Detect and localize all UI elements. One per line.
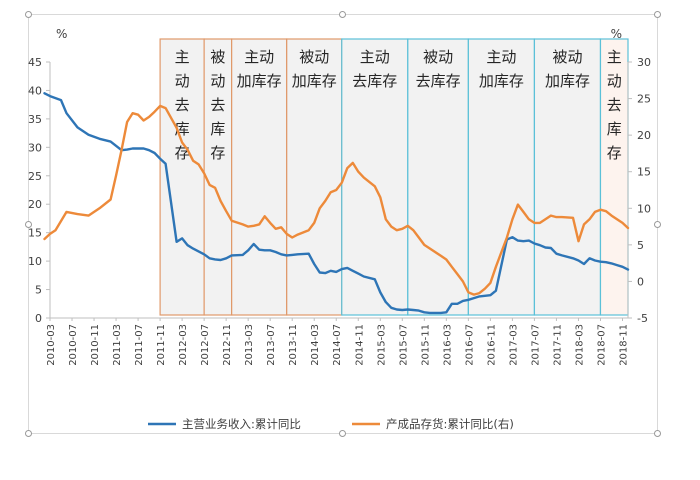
phase-label: 被动加库存 <box>545 48 590 90</box>
y-tick-label-left: 15 <box>28 227 42 240</box>
y-tick-label-right: 25 <box>637 93 651 106</box>
x-tick-label: 2012-07 <box>200 324 211 366</box>
phase-label: 主动去库存 <box>175 48 190 162</box>
resize-handle-top-right[interactable] <box>654 11 661 18</box>
x-tick-label: 2010-03 <box>46 324 57 366</box>
series-line-revenue <box>43 92 630 315</box>
phase-box <box>203 38 233 316</box>
x-tick-label: 2017-11 <box>552 324 563 366</box>
x-tick-label: 2011-11 <box>156 324 167 366</box>
x-tick-label: 2010-11 <box>90 324 101 366</box>
phase-box <box>286 38 343 316</box>
x-tick-label: 2010-07 <box>68 324 79 366</box>
y-tick-label-left: 0 <box>35 312 42 325</box>
x-tick-label: 2016-03 <box>442 324 453 366</box>
y-tick-label-left: 20 <box>28 198 42 211</box>
phase-label: 被动加库存 <box>292 48 337 90</box>
y-tick-label-right: 10 <box>637 202 651 215</box>
x-tick-label: 2013-11 <box>288 324 299 366</box>
x-tick-label: 2014-03 <box>310 324 321 366</box>
phase-label: 主动去库存 <box>607 48 622 162</box>
phase-box <box>231 38 288 316</box>
y-tick-label-right: 20 <box>637 129 651 142</box>
x-tick-label: 2018-03 <box>574 324 585 366</box>
y-tick-label-left: 30 <box>28 141 42 154</box>
y-tick-label-left: 45 <box>28 56 42 69</box>
x-tick-label: 2017-07 <box>530 324 541 366</box>
x-tick-label: 2017-03 <box>508 324 519 366</box>
x-tick-label: 2014-11 <box>354 324 365 366</box>
x-tick-label: 2016-07 <box>464 324 475 366</box>
x-tick-label: 2015-11 <box>420 324 431 366</box>
y-tick-label-left: 10 <box>28 255 42 268</box>
x-tick-label: 2018-11 <box>618 324 629 366</box>
x-tick-label: 2012-11 <box>222 324 233 366</box>
x-tick-label: 2014-07 <box>332 324 343 366</box>
y-tick-label-left: 5 <box>35 284 42 297</box>
x-tick-label: 2013-07 <box>266 324 277 366</box>
series-line-inventory <box>43 104 630 296</box>
resize-handle-top-center[interactable] <box>339 11 346 18</box>
y-tick-label-left: 40 <box>28 84 42 97</box>
x-tick-label: 2015-03 <box>376 324 387 366</box>
x-tick-label: 2011-03 <box>112 324 123 366</box>
phase-box <box>407 38 469 316</box>
y-tick-label-right: 30 <box>637 56 651 69</box>
y-tick-label-right: -5 <box>637 312 648 325</box>
x-tick-label: 2016-11 <box>486 324 497 366</box>
phase-box <box>599 38 629 316</box>
y-tick-label-right: 15 <box>637 166 651 179</box>
phase-label: 主动加库存 <box>479 48 524 90</box>
y-tick-label-right: 5 <box>637 239 644 252</box>
legend-label-inventory: 产成品存货:累计同比(右) <box>386 417 514 431</box>
x-tick-label: 2012-03 <box>178 324 189 366</box>
y-axis-left-unit: % <box>56 27 67 41</box>
y-tick-label-left: 35 <box>28 113 42 126</box>
phase-label: 主动去库存 <box>352 48 397 90</box>
x-tick-label: 2015-07 <box>398 324 409 366</box>
legend-label-revenue: 主营业务收入:累计同比 <box>182 417 301 431</box>
x-tick-label: 2018-07 <box>596 324 607 366</box>
phase-label: 被动去库存 <box>416 48 461 90</box>
resize-handle-middle-left[interactable] <box>25 221 32 228</box>
x-tick-label: 2013-03 <box>244 324 255 366</box>
phase-box <box>533 38 602 316</box>
y-tick-label-right: 0 <box>637 275 644 288</box>
y-axis-right-unit: % <box>611 27 622 41</box>
resize-handle-bottom-left[interactable] <box>25 430 32 437</box>
phase-box <box>341 38 409 316</box>
resize-handle-top-left[interactable] <box>25 11 32 18</box>
resize-handle-bottom-center[interactable] <box>339 430 346 437</box>
y-tick-label-left: 25 <box>28 170 42 183</box>
phase-label: 主动加库存 <box>237 48 282 90</box>
x-tick-label: 2011-07 <box>134 324 145 366</box>
resize-handle-middle-right[interactable] <box>654 221 661 228</box>
resize-handle-bottom-right[interactable] <box>654 430 661 437</box>
phase-label: 被动去库存 <box>210 48 225 162</box>
